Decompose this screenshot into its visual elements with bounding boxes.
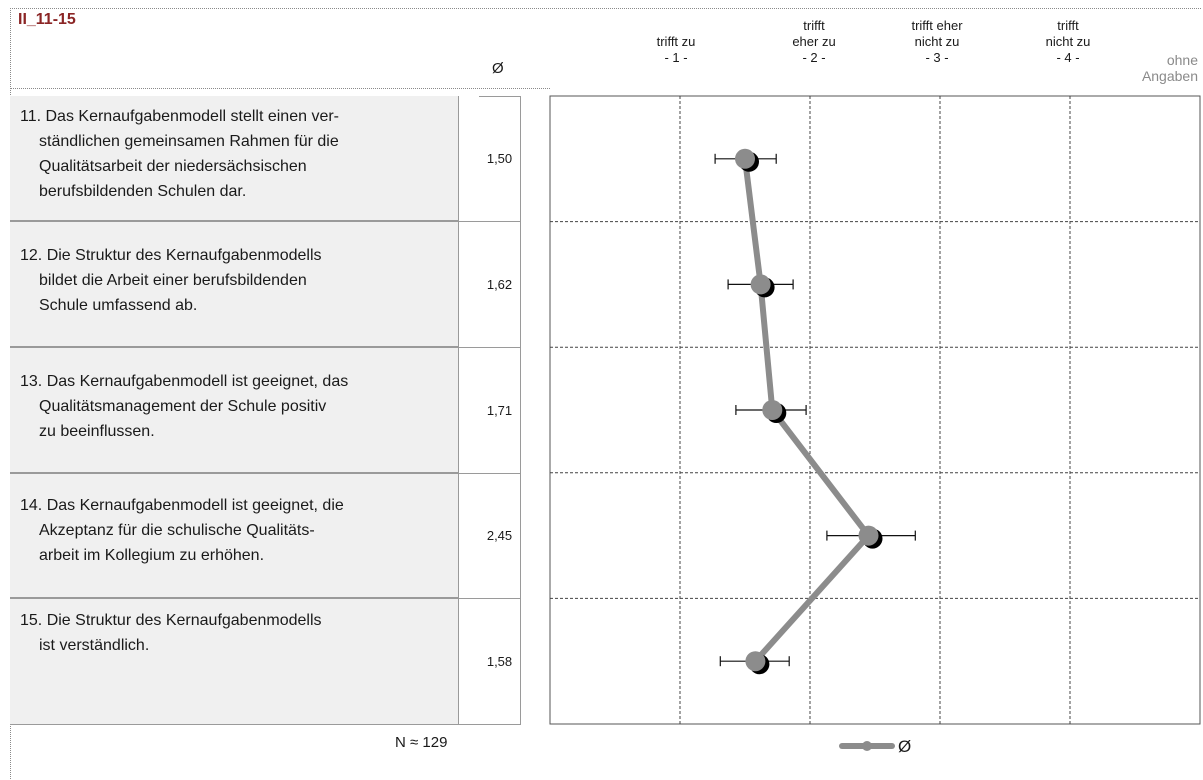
scale-header-2: trifft eher zu - 2 - [792, 18, 836, 65]
item-row-12: 12. Die Struktur des Kernaufgabenmodells… [10, 221, 470, 347]
row-divider [10, 598, 520, 599]
legend-label: Ø [898, 737, 912, 756]
average-value-14: 2,45 [486, 528, 513, 543]
scale-header-4: trifft nicht zu - 4 - [1045, 18, 1091, 65]
row-divider [10, 347, 520, 348]
data-point [858, 525, 879, 546]
legend-marker [862, 741, 872, 751]
item-row-13: 13. Das Kernaufgabenmodell ist geeignet,… [10, 347, 470, 473]
item-row-14: 14. Das Kernaufgabenmodell ist geeignet,… [10, 473, 470, 598]
average-value-11: 1,50 [486, 151, 513, 166]
data-point [750, 274, 771, 295]
item-row-15: 15. Die Struktur des Kernaufgabenmodells… [10, 598, 470, 724]
question-code: II_11-15 [18, 11, 76, 28]
data-point [735, 148, 755, 169]
average-column-header: Ø [492, 60, 504, 77]
average-value-15: 1,58 [486, 654, 513, 669]
data-point [745, 651, 766, 672]
item-text: 11. Das Kernaufgabenmodell stellt einen … [20, 108, 339, 200]
average-value-12: 1,62 [486, 277, 513, 292]
scale-header-no-answer: ohne Angaben [1141, 52, 1198, 84]
item-row-11: 11. Das Kernaufgabenmodell stellt einen … [10, 96, 470, 221]
item-text: 14. Das Kernaufgabenmodell ist geeignet,… [20, 497, 344, 564]
scale-header-1: trifft zu - 1 - [656, 34, 696, 65]
scale-header-3: trifft eher nicht zu - 3 - [911, 18, 963, 65]
row-divider [10, 221, 520, 222]
row-divider [10, 473, 520, 474]
average-value-13: 1,71 [486, 403, 513, 418]
item-text: 12. Die Struktur des Kernaufgabenmodells… [20, 247, 322, 314]
average-column [479, 96, 521, 725]
item-text: 15. Die Struktur des Kernaufgabenmodells… [20, 612, 322, 654]
item-text: 13. Das Kernaufgabenmodell ist geeignet,… [20, 373, 349, 440]
data-point [762, 400, 783, 420]
plot-area [549, 95, 1201, 725]
sample-size-note: N ≈ 129 [395, 734, 448, 751]
row-divider [10, 724, 520, 725]
header-separator [10, 88, 550, 90]
